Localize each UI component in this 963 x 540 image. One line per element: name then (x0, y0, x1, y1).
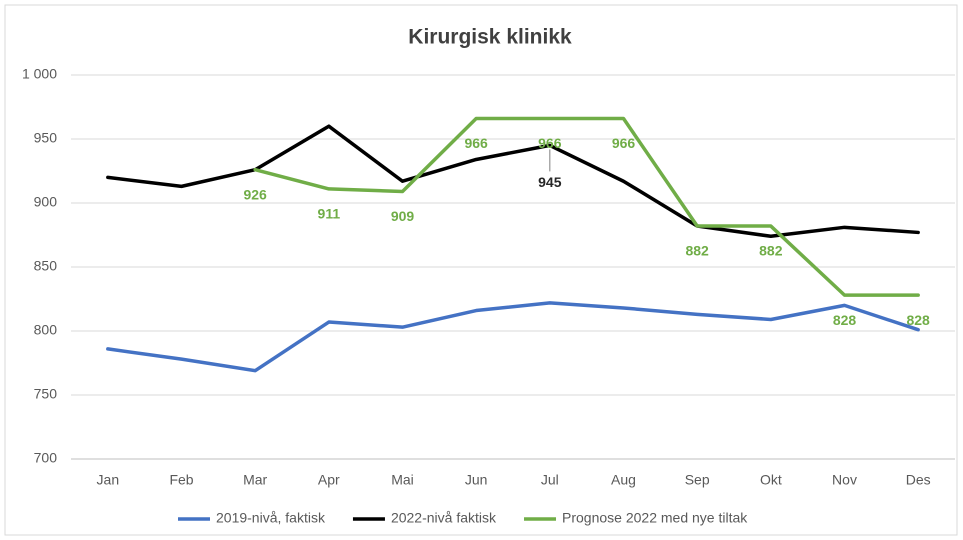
y-tick-label: 700 (34, 450, 58, 466)
x-tick-label: Aug (611, 472, 636, 488)
data-label: 882 (685, 243, 709, 259)
data-label: 828 (833, 312, 857, 328)
x-tick-label: Jun (465, 472, 488, 488)
y-tick-label: 1 000 (22, 66, 57, 82)
legend-label: 2022-nivå faktisk (391, 510, 497, 526)
data-label: 926 (243, 186, 267, 202)
y-tick-label: 750 (34, 386, 58, 402)
series-line (106, 301, 920, 373)
x-tick-label: Feb (169, 472, 193, 488)
data-label: 966 (538, 135, 562, 151)
x-tick-label: Des (906, 472, 931, 488)
data-label: 882 (759, 243, 783, 259)
x-tick-label: Nov (832, 472, 857, 488)
x-tick-label: Jul (541, 472, 559, 488)
x-tick-label: Jan (97, 472, 120, 488)
data-label: 945 (538, 174, 562, 190)
x-tick-label: Okt (760, 472, 782, 488)
legend-label: 2019-nivå, faktisk (216, 510, 326, 526)
data-label: 966 (464, 135, 488, 151)
series-line (253, 116, 920, 297)
x-tick-label: Mai (391, 472, 414, 488)
data-label: 909 (391, 208, 415, 224)
series-line (106, 124, 920, 239)
x-tick-label: Mar (243, 472, 267, 488)
legend-label: Prognose 2022 med nye tiltak (562, 510, 748, 526)
y-tick-label: 900 (34, 194, 58, 210)
chart-frame (4, 4, 958, 536)
data-label: 828 (906, 312, 930, 328)
y-tick-label: 950 (34, 130, 58, 146)
x-tick-label: Sep (685, 472, 710, 488)
x-tick-label: Apr (318, 472, 340, 488)
y-tick-label: 850 (34, 258, 58, 274)
data-label: 911 (318, 206, 341, 222)
chart-title: Kirurgisk klinikk (408, 26, 572, 49)
y-tick-label: 800 (34, 322, 58, 338)
data-label: 966 (612, 135, 636, 151)
